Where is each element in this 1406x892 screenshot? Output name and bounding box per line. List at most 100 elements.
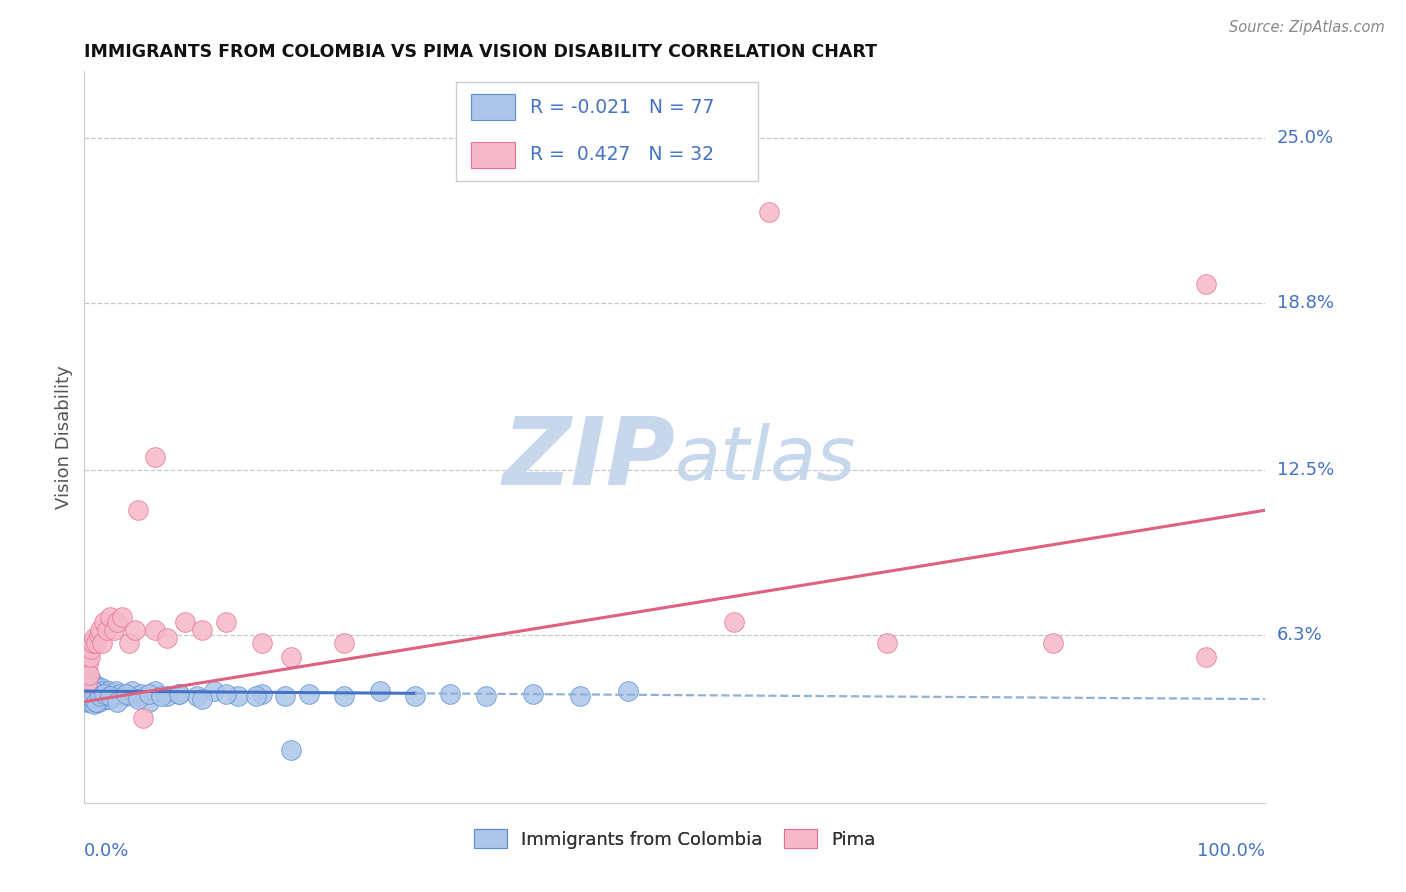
Point [439, 687, 461, 701]
Point [1042, 636, 1064, 650]
Point [111, 609, 134, 624]
Y-axis label: Vision Disability: Vision Disability [55, 365, 73, 509]
Point [127, 692, 149, 706]
Point [77, 690, 100, 704]
Point [82, 684, 104, 698]
Point [86, 690, 108, 704]
Point [83, 698, 105, 712]
Point [76, 676, 98, 690]
Point [77, 679, 100, 693]
FancyBboxPatch shape [471, 94, 516, 120]
Point [167, 687, 190, 701]
Point [191, 623, 214, 637]
Point [79, 695, 101, 709]
Point [186, 690, 208, 704]
Point [173, 615, 195, 629]
Point [82, 692, 104, 706]
Point [84, 695, 107, 709]
Point [143, 623, 166, 637]
Point [121, 684, 143, 698]
Point [226, 690, 249, 704]
Point [87, 628, 110, 642]
Point [80, 687, 103, 701]
Point [83, 631, 105, 645]
Point [118, 636, 141, 650]
Point [93, 690, 115, 704]
Point [114, 690, 136, 704]
Point [98, 690, 121, 704]
Text: 0.0%: 0.0% [84, 842, 129, 860]
Point [75, 690, 97, 704]
Point [215, 687, 238, 701]
Point [84, 695, 107, 709]
Point [723, 615, 745, 629]
Point [138, 687, 160, 701]
Point [124, 623, 146, 637]
Point [333, 690, 356, 704]
Point [758, 205, 780, 219]
Point [127, 690, 149, 704]
Point [108, 687, 131, 701]
FancyBboxPatch shape [471, 142, 516, 168]
Point [368, 684, 391, 698]
Point [91, 681, 114, 696]
Point [84, 690, 107, 704]
Point [77, 668, 100, 682]
Text: 100.0%: 100.0% [1198, 842, 1265, 860]
Point [107, 695, 129, 709]
Point [191, 692, 214, 706]
Point [86, 679, 108, 693]
Point [77, 687, 100, 701]
Text: IMMIGRANTS FROM COLOMBIA VS PIMA VISION DISABILITY CORRELATION CHART: IMMIGRANTS FROM COLOMBIA VS PIMA VISION … [84, 44, 877, 62]
Point [87, 695, 110, 709]
Point [103, 690, 125, 704]
Point [89, 623, 111, 637]
Point [245, 690, 267, 704]
Point [150, 690, 173, 704]
Point [298, 687, 321, 701]
Text: 25.0%: 25.0% [1277, 128, 1334, 147]
Point [98, 609, 121, 624]
Point [143, 450, 166, 464]
Point [280, 649, 302, 664]
Point [89, 687, 111, 701]
Point [143, 684, 166, 698]
Text: atlas: atlas [675, 423, 856, 495]
Text: R =  0.427   N = 32: R = 0.427 N = 32 [530, 145, 714, 164]
Point [96, 687, 118, 701]
Point [1195, 649, 1218, 664]
Point [76, 681, 98, 696]
Point [522, 687, 544, 701]
Text: 6.3%: 6.3% [1277, 626, 1322, 644]
Point [280, 742, 302, 756]
Point [93, 615, 115, 629]
Point [79, 681, 101, 696]
Point [616, 684, 638, 698]
Point [215, 615, 238, 629]
Point [77, 684, 100, 698]
Point [333, 636, 356, 650]
Legend: Immigrants from Colombia, Pima: Immigrants from Colombia, Pima [467, 822, 883, 856]
Point [1195, 277, 1218, 292]
Point [80, 673, 103, 688]
Point [167, 687, 190, 701]
Point [84, 636, 107, 650]
Point [105, 684, 128, 698]
Point [91, 636, 114, 650]
Point [84, 684, 107, 698]
Text: 18.8%: 18.8% [1277, 293, 1333, 312]
Point [93, 687, 115, 701]
Point [90, 690, 112, 704]
FancyBboxPatch shape [457, 82, 758, 181]
Point [91, 684, 114, 698]
Point [156, 690, 179, 704]
Point [274, 690, 297, 704]
Point [76, 695, 98, 709]
Point [79, 649, 101, 664]
Point [82, 636, 104, 650]
Point [82, 679, 104, 693]
Text: 12.5%: 12.5% [1277, 461, 1334, 479]
Point [202, 684, 225, 698]
Point [98, 692, 121, 706]
Point [83, 687, 105, 701]
